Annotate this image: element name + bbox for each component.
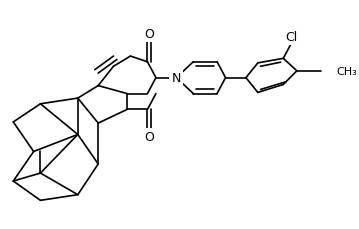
Text: CH₃: CH₃ — [336, 67, 357, 76]
Text: O: O — [144, 28, 154, 41]
Text: O: O — [144, 131, 154, 144]
Text: N: N — [172, 72, 181, 85]
Text: Cl: Cl — [286, 31, 298, 44]
